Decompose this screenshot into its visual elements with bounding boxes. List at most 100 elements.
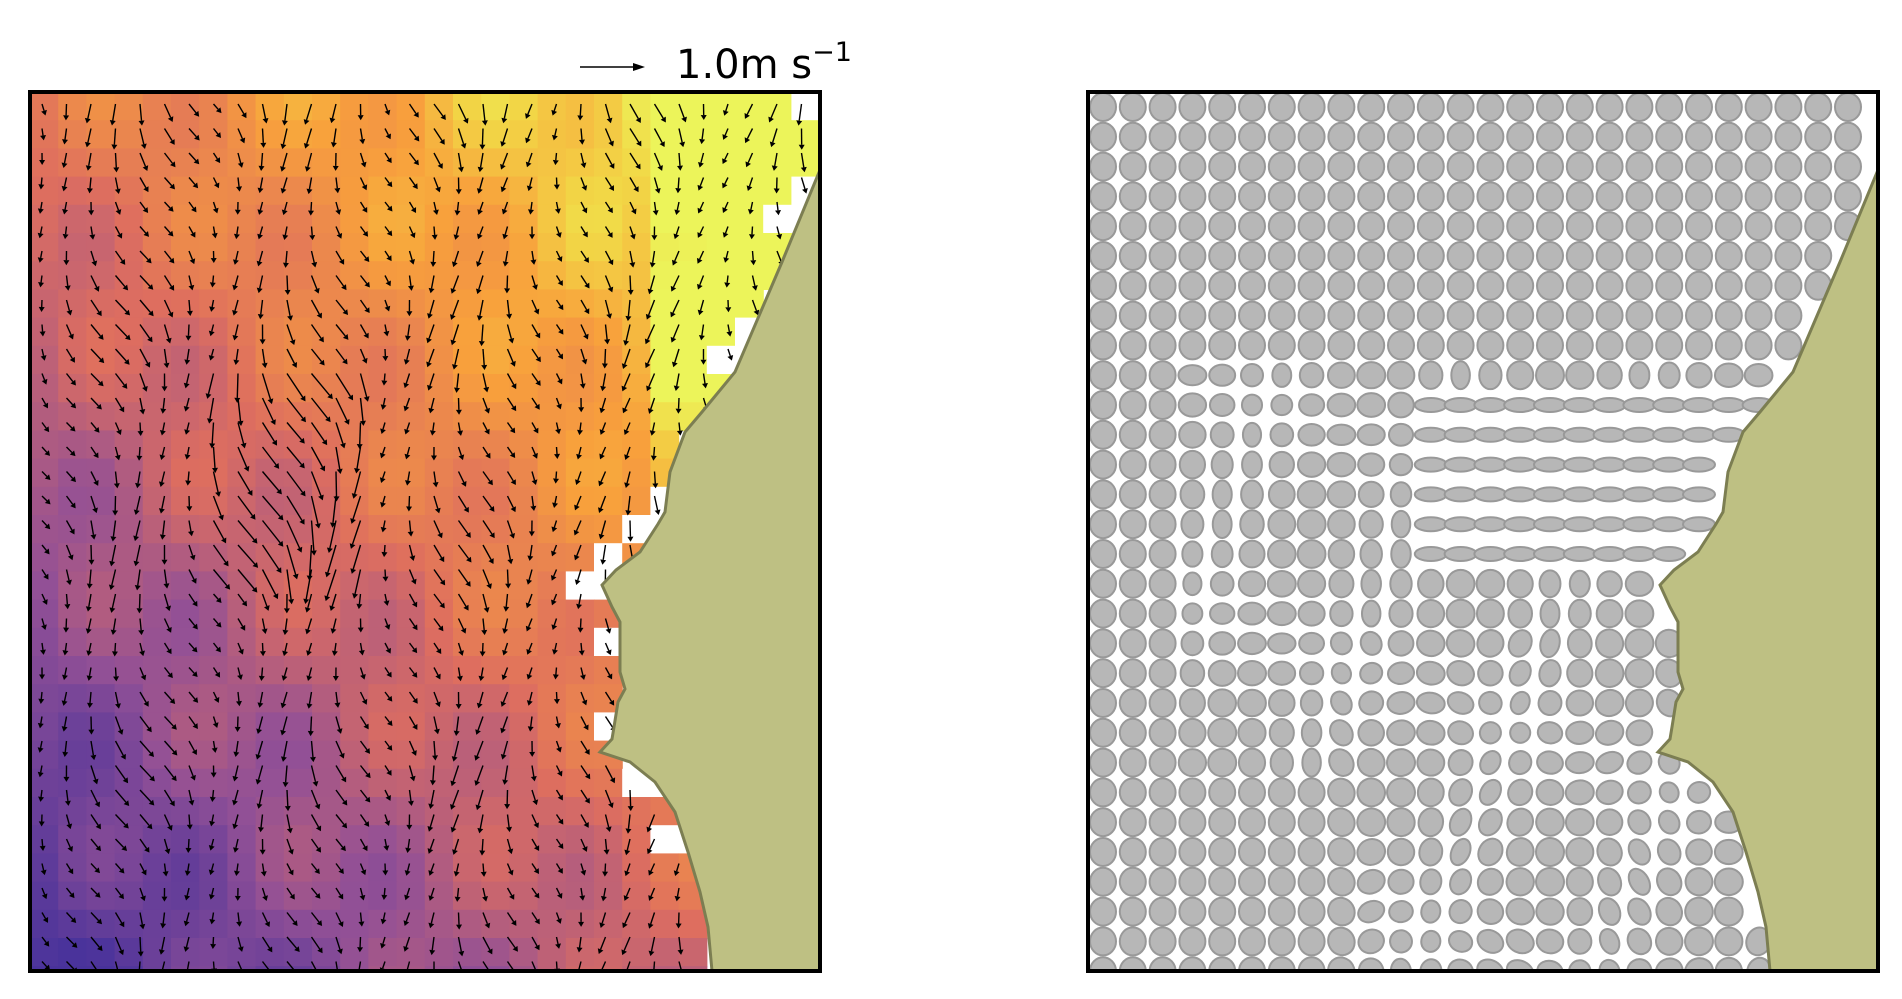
ellipse-marker <box>1178 211 1207 242</box>
quiver-arrowhead <box>183 946 190 952</box>
heatmap-cell <box>368 148 398 178</box>
heatmap-cell <box>227 684 257 713</box>
heatmap-cell <box>255 148 285 178</box>
heatmap-cell <box>509 148 539 178</box>
quiver-arrow <box>211 838 215 846</box>
quiver-arrow <box>65 348 73 359</box>
heatmap-cell <box>86 430 116 460</box>
quiver-arrowhead <box>458 454 465 461</box>
quiver-arrowhead <box>261 628 268 635</box>
quiver-arrowhead <box>287 315 294 321</box>
quiver-arrowhead <box>382 870 389 876</box>
quiver-arrowhead <box>435 648 442 655</box>
quiver-arrow <box>259 275 264 289</box>
ellipse-marker <box>1089 151 1117 182</box>
heatmap-cell <box>594 204 623 234</box>
ellipse-marker <box>1327 509 1356 540</box>
quiver-arrowhead <box>264 605 270 611</box>
quiver-arrowhead <box>304 607 311 613</box>
quiver-arrow <box>286 348 296 364</box>
ellipse-marker <box>1089 390 1117 420</box>
quiver-arrowhead <box>321 439 328 446</box>
quiver-arrowhead <box>90 534 97 540</box>
quiver-arrow <box>702 397 707 407</box>
quiver-arrow <box>114 765 126 780</box>
quiver-arrowhead <box>557 892 563 899</box>
ellipse-marker <box>1533 456 1567 473</box>
quiver-arrowhead <box>190 231 196 238</box>
heatmap-cell <box>142 740 172 770</box>
ellipse-marker <box>1416 719 1446 746</box>
ellipse-marker <box>1565 866 1594 897</box>
heatmap-cell <box>481 345 510 375</box>
quiver-arrow <box>90 936 100 948</box>
quiver-arrowhead <box>335 975 341 980</box>
ellipse-marker <box>1713 896 1744 927</box>
quiver-arrow <box>163 275 173 287</box>
quiver-arrowhead <box>500 753 507 760</box>
quiver-arrow <box>384 201 390 208</box>
quiver-arrow <box>212 740 216 749</box>
ellipse-marker <box>1207 688 1238 718</box>
ellipse-marker <box>1181 602 1204 625</box>
quiver-arrow <box>653 177 659 190</box>
ellipse-marker <box>1357 719 1385 747</box>
ellipse-marker <box>1413 426 1448 443</box>
ellipse-marker <box>1178 896 1207 927</box>
quiver-arrow <box>310 838 319 849</box>
quiver-arrowhead <box>606 117 613 124</box>
quiver-arrowhead <box>192 600 198 607</box>
quiver-arrowhead <box>234 726 241 732</box>
quiver-arrowhead <box>479 144 486 150</box>
quiver-arrow <box>604 250 612 262</box>
quiver-arrow <box>406 422 411 431</box>
ellipse-marker <box>1416 777 1445 808</box>
ellipse-marker <box>1834 92 1862 122</box>
heatmap-cell <box>537 92 567 121</box>
quiver-arrowhead <box>282 234 289 240</box>
quiver-arrow <box>359 422 362 445</box>
quiver-arrow <box>261 887 266 897</box>
quiver-arrow <box>286 373 304 398</box>
quiver-arrowhead <box>318 336 324 343</box>
quiver-arrowhead <box>581 699 588 706</box>
quiver-arrowhead <box>608 185 615 192</box>
heatmap-cell <box>396 486 426 516</box>
heatmap-cell <box>30 740 59 770</box>
heatmap-cell <box>565 768 595 798</box>
heatmap-cell <box>30 261 59 290</box>
quiver-arrowhead <box>660 116 666 123</box>
quiver-arrowhead <box>303 119 310 125</box>
quiver-arrowhead <box>92 507 98 514</box>
quiver-arrow <box>580 863 584 872</box>
quiver-arrow <box>286 471 304 493</box>
quiver-arrow <box>555 299 562 307</box>
quiver-arrowhead <box>386 744 393 751</box>
heatmap-cell <box>594 486 623 516</box>
heatmap-cell <box>481 881 510 911</box>
quiver-arrow <box>531 765 535 777</box>
quiver-arrow <box>776 201 779 211</box>
quiver-arrow <box>113 128 117 145</box>
quiver-arrow <box>139 348 149 364</box>
quiver-arrowhead <box>252 562 259 568</box>
quiver-arrow <box>41 569 47 576</box>
quiver-arrowhead <box>457 430 464 436</box>
quiver-arrow <box>139 863 145 872</box>
ellipse-marker <box>1625 121 1654 152</box>
quiver-arrowhead <box>461 480 467 487</box>
ellipse-marker <box>1597 867 1623 897</box>
ellipse-marker <box>1208 926 1237 957</box>
ellipse-marker <box>1089 121 1117 152</box>
quiver-arrow <box>237 593 245 603</box>
heatmap-cell <box>424 261 454 290</box>
ellipse-marker <box>1178 92 1207 122</box>
quiver-arrowhead <box>316 920 323 926</box>
quiver-arrow <box>41 936 47 944</box>
heatmap-cell <box>255 458 285 488</box>
heatmap-cell <box>255 853 285 883</box>
quiver-arrow <box>212 275 215 283</box>
ellipse-marker <box>1237 747 1267 778</box>
quiver-arrow <box>286 863 292 872</box>
quiver-arrow <box>555 250 561 258</box>
